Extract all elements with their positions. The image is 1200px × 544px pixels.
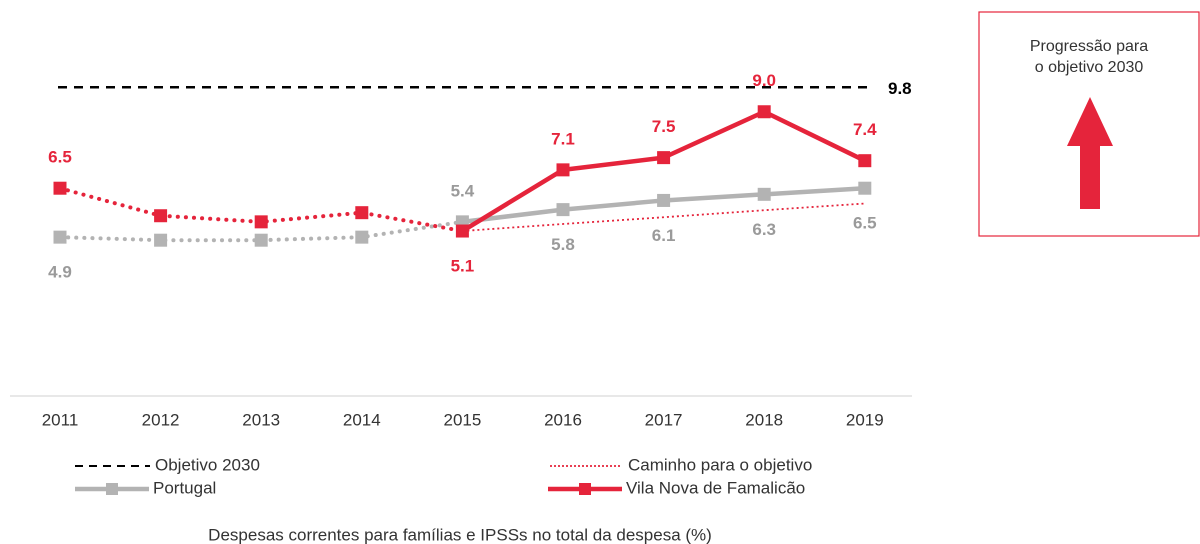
value-label: 6.5 bbox=[48, 148, 72, 167]
target-label: 9.8 bbox=[888, 79, 912, 98]
marker bbox=[858, 154, 872, 168]
value-label: 4.9 bbox=[48, 263, 72, 282]
x-tick-label: 2018 bbox=[745, 410, 783, 429]
x-tick-label: 2014 bbox=[343, 410, 381, 429]
x-tick-label: 2016 bbox=[544, 410, 582, 429]
x-tick-label: 2012 bbox=[142, 410, 180, 429]
marker bbox=[154, 209, 168, 223]
value-label: 5.1 bbox=[451, 257, 475, 276]
value-label: 9.0 bbox=[752, 71, 776, 90]
marker bbox=[154, 233, 168, 247]
value-label: 6.1 bbox=[652, 226, 676, 245]
chart-title: Despesas correntes para famílias e IPSSs… bbox=[208, 525, 712, 544]
marker bbox=[657, 151, 671, 165]
legend-label: Vila Nova de Famalicão bbox=[626, 478, 805, 497]
value-label: 6.5 bbox=[853, 214, 877, 233]
value-label: 7.5 bbox=[652, 117, 676, 136]
side-panel-text: o objetivo 2030 bbox=[1035, 59, 1144, 76]
x-tick-label: 2013 bbox=[242, 410, 280, 429]
legend-label: Caminho para o objetivo bbox=[628, 455, 812, 474]
marker bbox=[53, 181, 67, 195]
path-line bbox=[462, 202, 865, 232]
x-tick-label: 2019 bbox=[846, 410, 884, 429]
marker bbox=[556, 163, 570, 177]
x-tick-label: 2017 bbox=[645, 410, 683, 429]
legend-label: Portugal bbox=[153, 478, 216, 497]
value-label: 5.4 bbox=[451, 181, 475, 200]
marker bbox=[254, 215, 268, 229]
value-label: 6.3 bbox=[752, 220, 776, 239]
legend-label: Objetivo 2030 bbox=[155, 455, 260, 474]
marker bbox=[355, 230, 369, 244]
legend-marker bbox=[579, 483, 591, 495]
arrow-up bbox=[1067, 97, 1113, 209]
marker bbox=[858, 181, 872, 195]
marker bbox=[556, 203, 570, 217]
side-panel-text: Progressão para bbox=[1030, 38, 1148, 55]
value-label: 7.1 bbox=[551, 129, 575, 148]
marker bbox=[757, 105, 771, 119]
x-tick-label: 2011 bbox=[42, 410, 79, 429]
marker bbox=[355, 206, 369, 220]
marker bbox=[657, 193, 671, 207]
marker bbox=[455, 224, 469, 238]
marker bbox=[53, 230, 67, 244]
legend-marker bbox=[106, 483, 118, 495]
value-label: 7.4 bbox=[853, 120, 877, 139]
marker bbox=[254, 233, 268, 247]
x-tick-label: 2015 bbox=[443, 410, 481, 429]
dotted-line bbox=[58, 186, 465, 234]
marker bbox=[757, 187, 771, 201]
value-label: 5.8 bbox=[551, 235, 575, 254]
